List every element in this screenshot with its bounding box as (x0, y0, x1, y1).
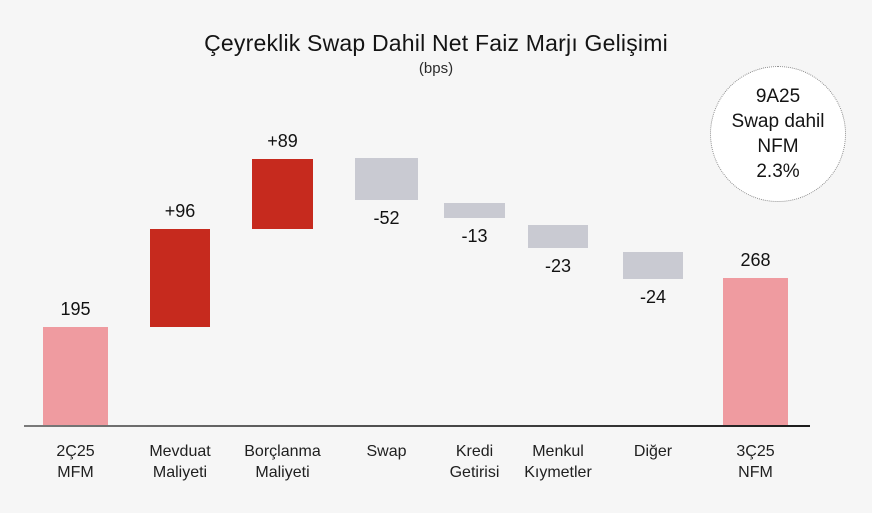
bar-category-line: 2Ç25 (56, 443, 95, 460)
bar-category-label: Borçlanma Maliyeti (244, 441, 320, 483)
badge-line: 9A25 (755, 86, 801, 107)
waterfall-bar (528, 225, 588, 248)
bar-value-label: 195 (60, 299, 91, 319)
bar-category-label: Diğer (634, 441, 672, 462)
nfm-badge: 9A25 Swap dahil NFM 2.3% (710, 66, 846, 202)
bar-category-line: NFM (738, 464, 773, 481)
waterfall-bar (150, 229, 210, 327)
waterfall-bar (43, 327, 108, 425)
chart-subtitle: (bps) (418, 60, 454, 77)
bar-category-label: 3Ç25 NFM (736, 441, 774, 483)
waterfall-bar (355, 158, 418, 200)
bar-value-label: -23 (544, 256, 572, 276)
bar-category-line: Kıymetler (524, 464, 592, 481)
bar-value-label: -24 (639, 287, 667, 307)
bar-category-line: Borçlanma (244, 443, 321, 460)
waterfall-bar (252, 159, 313, 229)
bar-category-line: Getirisi (449, 464, 500, 481)
x-axis-line (24, 425, 810, 427)
bar-value-label: -52 (373, 208, 400, 228)
waterfall-bar (444, 203, 505, 218)
bar-category-line: Swap (366, 443, 407, 460)
bar-category-line: MFM (57, 464, 94, 481)
bar-value-label: +96 (164, 201, 196, 221)
bar-value-label: -13 (461, 226, 488, 246)
bar-category-line: Kredi (455, 443, 494, 460)
bar-category-line: Maliyeti (255, 464, 310, 481)
bar-category-label: Menkul Kıymetler (524, 441, 592, 483)
bar-category-label: Mevduat Maliyeti (149, 441, 210, 483)
bar-category-line: Maliyeti (152, 464, 208, 481)
badge-line: Swap dahil (731, 111, 825, 132)
bar-value-label: +89 (267, 131, 298, 151)
bar-category-line: Menkul (532, 443, 584, 460)
bar-category-line: 3Ç25 (736, 443, 775, 460)
waterfall-bar (623, 252, 683, 279)
badge-line: 2.3% (756, 161, 800, 182)
waterfall-bar (723, 278, 788, 425)
bar-value-label: 268 (740, 250, 771, 270)
bar-category-label: Swap (366, 441, 406, 462)
page-title: Çeyreklik Swap Dahil Net Faiz Marjı Geli… (204, 30, 668, 56)
bar-category-label: Kredi Getirisi (450, 441, 500, 483)
bar-category-line: Diğer (633, 443, 673, 460)
badge-line: NFM (757, 136, 799, 157)
bar-category-line: Mevduat (149, 443, 211, 460)
bar-category-label: 2Ç25 MFM (56, 441, 94, 483)
